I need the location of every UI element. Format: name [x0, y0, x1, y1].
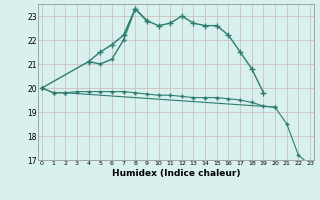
X-axis label: Humidex (Indice chaleur): Humidex (Indice chaleur) — [112, 169, 240, 178]
